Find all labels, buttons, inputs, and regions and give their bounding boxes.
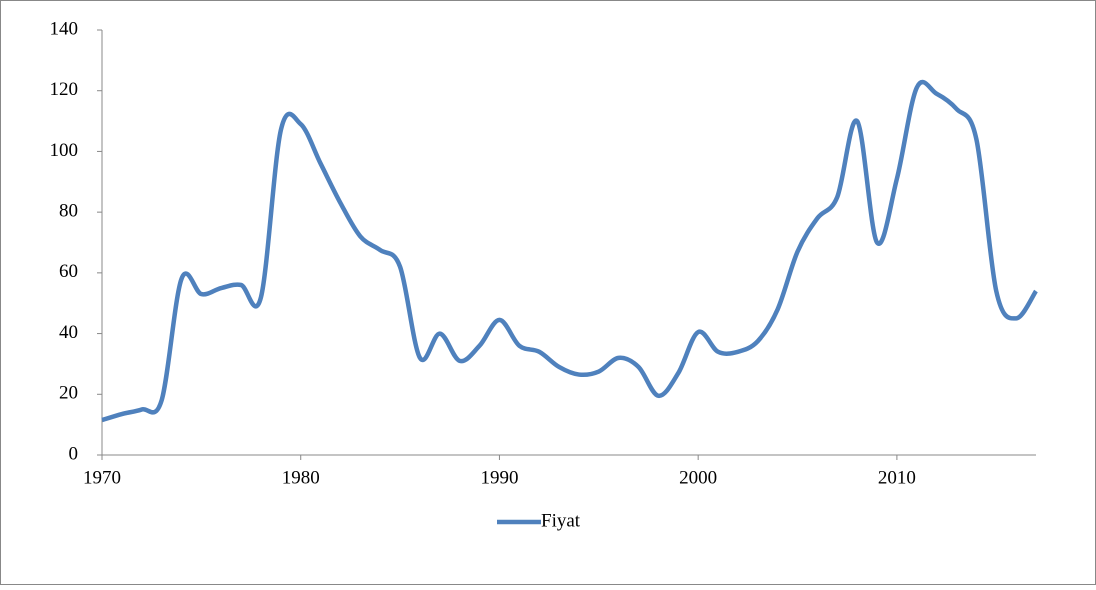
y-tick-label: 140	[50, 18, 79, 39]
y-tick-label: 60	[59, 261, 78, 282]
y-tick-label: 0	[69, 443, 79, 464]
x-tick-label: 1990	[480, 467, 518, 488]
x-tick-label: 1980	[282, 467, 320, 488]
x-tick-label: 2010	[878, 467, 916, 488]
y-tick-label: 100	[50, 140, 79, 161]
line-series	[101, 79, 1038, 423]
x-tick-label: 2000	[679, 467, 717, 488]
legend-label: Fiyat	[541, 510, 581, 531]
y-tick-label: 20	[59, 383, 78, 404]
y-tick-label: 80	[59, 201, 78, 222]
y-tick-label: 120	[50, 79, 79, 100]
x-tick-label: 1970	[83, 467, 121, 488]
y-tick-label: 40	[59, 322, 78, 343]
